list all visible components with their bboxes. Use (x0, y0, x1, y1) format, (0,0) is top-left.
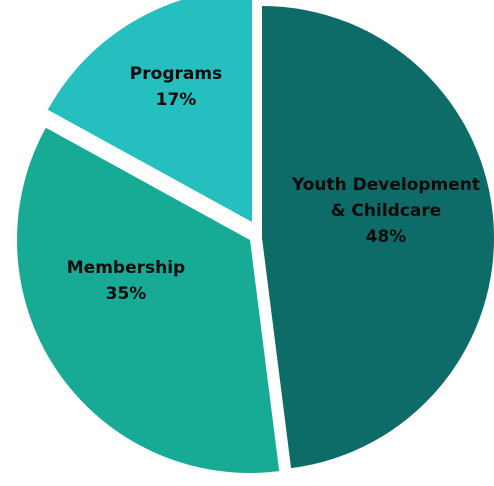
pie-slice-label-line: Youth Development (291, 175, 480, 195)
pie-slice-label-line: Programs (130, 64, 222, 84)
pie-slice-label-1: Youth Development & Childcare 48% (291, 175, 480, 247)
pie-slice-1 (262, 6, 494, 469)
pie-slice-label-line: 17% (156, 90, 197, 110)
pie-slice-3 (47, 0, 252, 222)
pie-slice-label-line: & Childcare (331, 201, 442, 221)
pie-slice-label-2: Membership 35% (67, 258, 185, 304)
pie-slice-label-3: Programs 17% (130, 64, 222, 110)
pie-slice-label-line: Membership (67, 258, 185, 278)
pie-slice-label-line: 48% (366, 227, 407, 247)
pie-slice-2 (17, 127, 280, 473)
pie-slice-label-line: 35% (106, 284, 147, 304)
